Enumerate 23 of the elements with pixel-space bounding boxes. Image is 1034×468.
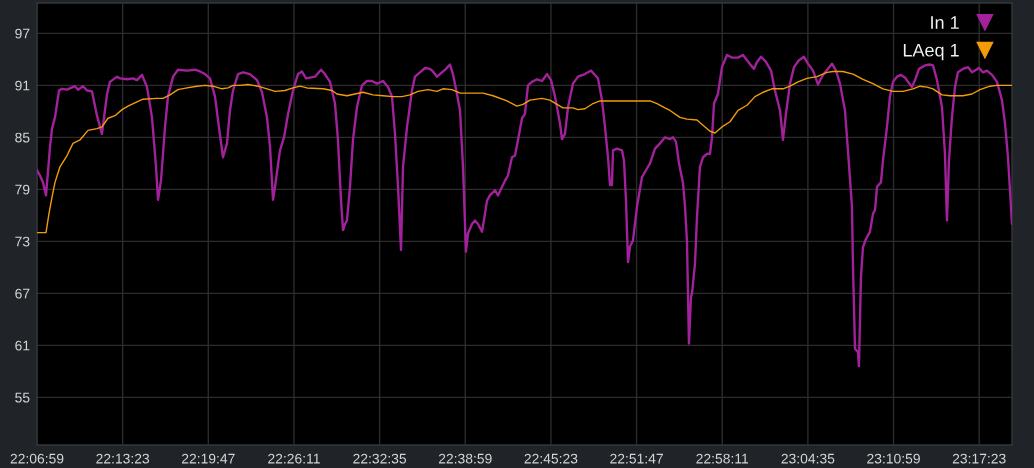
y-tick-label: 91 bbox=[15, 80, 30, 91]
x-tick-label: 22:06:59 bbox=[10, 453, 64, 464]
x-tick-label: 23:17:23 bbox=[952, 453, 1006, 464]
x-tick-label: 22:38:59 bbox=[438, 453, 492, 464]
y-tick-label: 97 bbox=[15, 28, 30, 39]
x-tick-label: 22:58:11 bbox=[696, 453, 749, 464]
x-tick-label: 22:51:47 bbox=[610, 453, 663, 464]
y-tick-label: 73 bbox=[15, 236, 30, 247]
y-tick-label: 79 bbox=[15, 184, 30, 195]
x-tick-label: 22:19:47 bbox=[181, 453, 235, 464]
y-tick-label: 55 bbox=[15, 392, 30, 403]
x-tick-label: 22:45:23 bbox=[524, 453, 578, 464]
x-tick-label: 22:13:23 bbox=[96, 453, 150, 464]
x-tick-label: 23:10:59 bbox=[867, 453, 920, 464]
line-series bbox=[37, 70, 1012, 234]
x-tick-label: 22:26:11 bbox=[268, 453, 320, 464]
legend-label: LAeq 1 bbox=[903, 43, 959, 61]
y-tick-label: 85 bbox=[15, 132, 30, 143]
x-tick-label: 22:32:35 bbox=[353, 453, 407, 464]
y-tick-label: 61 bbox=[15, 340, 30, 351]
y-tick-label: 67 bbox=[15, 288, 30, 299]
x-tick-label: 23:04:35 bbox=[781, 453, 835, 464]
legend-label: In 1 bbox=[931, 16, 959, 29]
